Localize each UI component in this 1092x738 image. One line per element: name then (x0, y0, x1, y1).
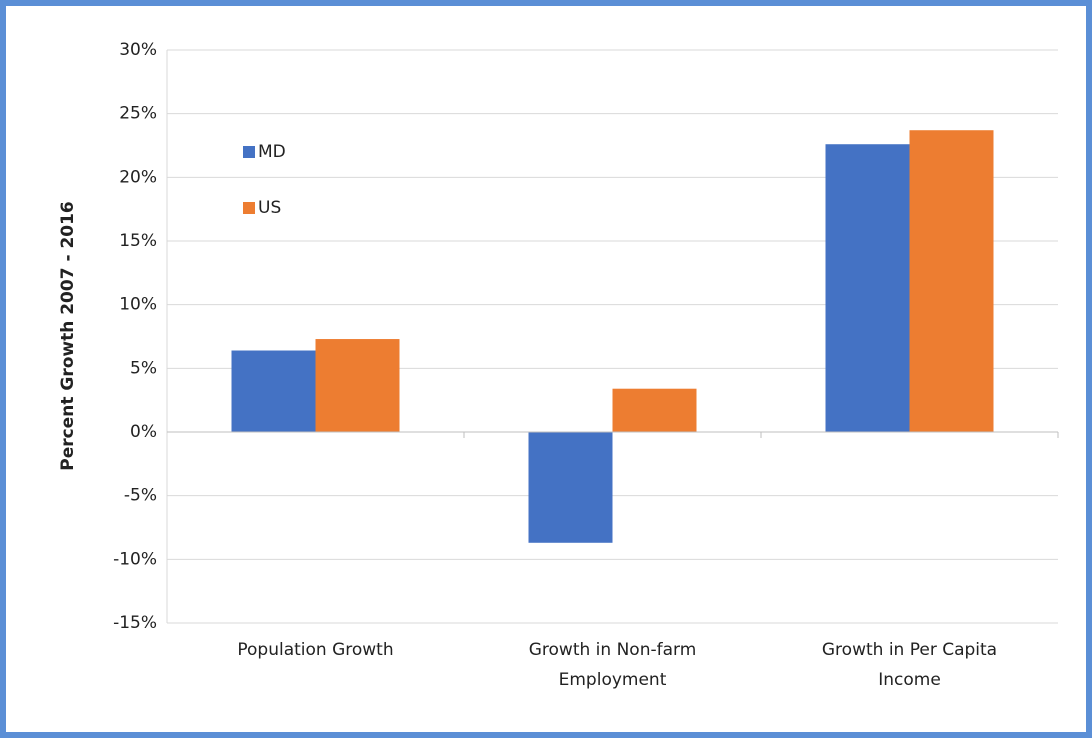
bar (231, 350, 316, 432)
bar (612, 388, 697, 432)
y-tick-label: 10% (119, 295, 157, 315)
y-tick-label: 20% (119, 167, 157, 187)
y-tick-label: 0% (130, 422, 157, 442)
bar (909, 130, 994, 432)
y-tick-label: 25% (119, 104, 157, 124)
legend-label: US (258, 198, 281, 218)
y-tick-label: -5% (124, 486, 157, 506)
bar (825, 144, 910, 432)
chart: Percent Growth 2007 - 2016 -15% -10% -5% 0%… (58, 40, 1059, 633)
y-tick-label: -10% (113, 549, 157, 569)
x-tick-label: Growth in Non-farm Employment (528, 640, 697, 690)
y-tick-label: 30% (119, 40, 157, 60)
legend-swatch (243, 146, 255, 158)
y-tick-label: -15% (113, 613, 157, 633)
y-axis-label: Percent Growth 2007 - 2016 (58, 201, 78, 471)
x-tick-label: Growth in Per Capita Income (821, 640, 998, 690)
legend-label: MD (258, 142, 286, 162)
y-tick-label: 5% (130, 358, 157, 378)
bar (315, 339, 400, 432)
x-tick-label: Population Growth (237, 640, 394, 660)
y-tick-label: 15% (119, 231, 157, 251)
legend-swatch (243, 202, 255, 214)
bar (528, 432, 613, 543)
